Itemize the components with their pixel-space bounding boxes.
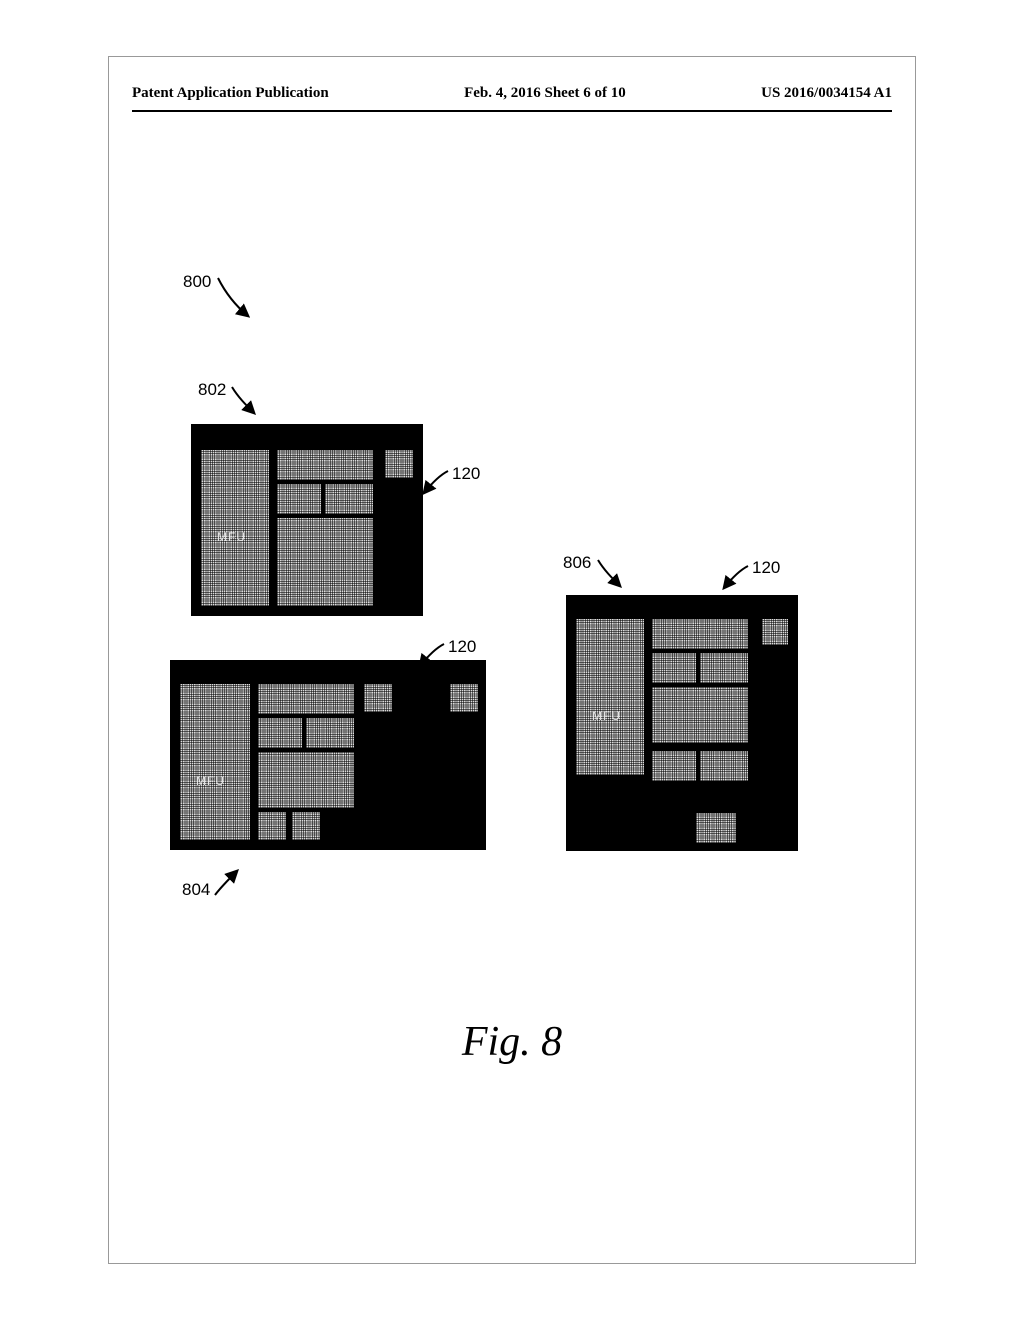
- tile: [277, 518, 373, 606]
- figure-content: MFUMFUMFU800802120806120120804: [0, 0, 1024, 1320]
- tile: [258, 812, 286, 840]
- tile: MFU: [180, 684, 250, 840]
- tile-label: MFU: [592, 709, 621, 723]
- tile: [696, 813, 736, 843]
- tile: [258, 684, 354, 714]
- tile: [364, 684, 392, 712]
- figure-caption-text: Fig. 8: [462, 1019, 562, 1065]
- tile: MFU: [576, 619, 644, 775]
- tile: [258, 752, 354, 808]
- panel-806: MFU: [566, 595, 798, 851]
- tile: [762, 619, 788, 645]
- tile-label: MFU: [196, 774, 225, 788]
- tile: [258, 718, 302, 748]
- tile: [277, 484, 321, 514]
- tile: [652, 751, 696, 781]
- tile: [700, 653, 748, 683]
- tile: MFU: [201, 450, 269, 606]
- tile: [652, 619, 748, 649]
- figure-caption: Fig. 8: [0, 1018, 1024, 1066]
- panel-802: MFU: [191, 424, 423, 616]
- tile: [652, 687, 748, 743]
- tile: [700, 751, 748, 781]
- tile: [277, 450, 373, 480]
- tile: [306, 718, 354, 748]
- reference-numeral: 800: [183, 272, 211, 292]
- reference-numeral: 802: [198, 380, 226, 400]
- reference-numeral: 806: [563, 553, 591, 573]
- tile: [292, 812, 320, 840]
- tile: [652, 653, 696, 683]
- tile: [385, 450, 413, 478]
- reference-numeral: 804: [182, 880, 210, 900]
- tile-label: MFU: [217, 530, 246, 544]
- tile: [325, 484, 373, 514]
